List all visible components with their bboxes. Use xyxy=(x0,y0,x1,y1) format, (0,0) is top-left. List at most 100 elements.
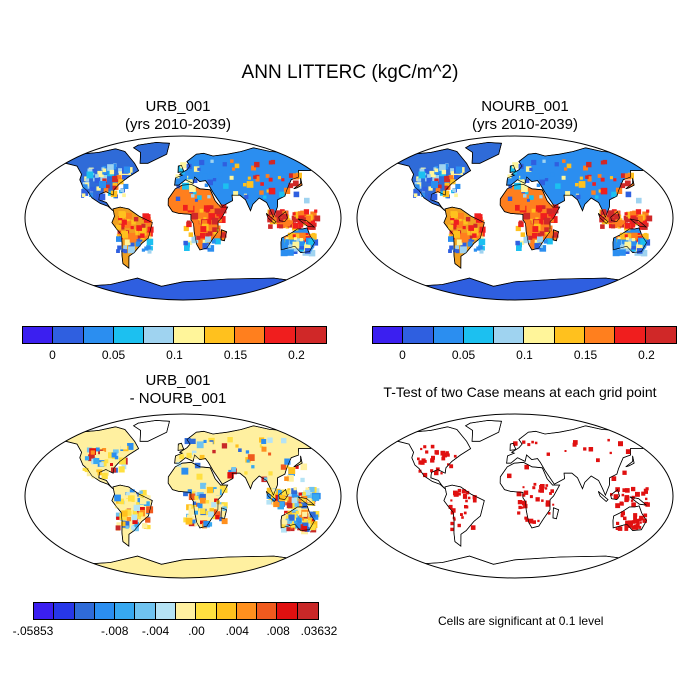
data-cell xyxy=(523,212,531,220)
data-cell xyxy=(98,193,106,201)
data-cell xyxy=(277,502,284,510)
data-cell xyxy=(525,220,531,226)
data-cell xyxy=(279,191,285,197)
data-cell xyxy=(118,466,125,473)
data-cell xyxy=(617,239,623,245)
data-cell xyxy=(102,448,107,452)
colorbar-diff-tick-label: .008 xyxy=(266,624,290,638)
data-cell xyxy=(259,444,264,448)
data-cell xyxy=(90,450,95,455)
data-cell xyxy=(268,471,273,476)
significant-cell xyxy=(532,520,536,524)
significant-cell xyxy=(638,518,642,522)
data-cell xyxy=(281,437,287,444)
data-cell xyxy=(99,462,104,467)
data-cell xyxy=(298,502,303,507)
data-cell xyxy=(434,168,439,173)
coastline-eurasia xyxy=(174,147,320,218)
data-cell xyxy=(191,491,196,496)
data-cell xyxy=(125,212,132,219)
data-cell xyxy=(284,458,291,465)
data-cell xyxy=(219,517,224,522)
data-cell xyxy=(207,244,211,248)
data-cell xyxy=(293,487,297,491)
data-cell xyxy=(136,225,142,231)
significant-cell xyxy=(539,488,544,493)
data-cell xyxy=(211,502,217,508)
data-cell xyxy=(635,244,643,252)
significant-cell xyxy=(463,511,467,515)
data-cell xyxy=(617,225,622,229)
significant-cell xyxy=(628,520,633,526)
data-cell xyxy=(311,215,316,220)
data-cell xyxy=(281,489,289,496)
significant-cell xyxy=(441,456,446,461)
significant-cell xyxy=(421,458,426,463)
significant-cell xyxy=(457,488,461,493)
data-cell xyxy=(609,176,613,180)
data-cell xyxy=(525,166,532,172)
data-cell xyxy=(539,231,545,236)
colorbar-nourb-swatch xyxy=(645,327,676,343)
data-cell xyxy=(209,508,214,513)
data-cell xyxy=(534,243,541,250)
data-cell xyxy=(194,198,198,202)
data-cell xyxy=(292,223,299,229)
landmass-antarctica xyxy=(382,277,648,300)
data-cell xyxy=(553,232,559,238)
data-cell xyxy=(207,231,213,236)
data-cell xyxy=(515,204,521,211)
data-cell xyxy=(271,498,276,502)
data-cell xyxy=(629,211,637,219)
data-cell xyxy=(120,188,124,192)
significant-cell xyxy=(636,522,640,527)
data-cell xyxy=(305,489,311,496)
data-cell xyxy=(453,224,457,228)
significant-cell xyxy=(524,464,529,470)
data-cell xyxy=(121,231,128,238)
landmass-newZealand xyxy=(651,249,665,261)
data-cell xyxy=(532,226,539,232)
data-cell xyxy=(287,249,294,256)
data-cell xyxy=(93,458,100,464)
data-cell xyxy=(280,501,284,506)
data-cell xyxy=(450,171,458,178)
data-cell xyxy=(434,178,439,183)
data-cell xyxy=(452,188,456,192)
colorbar-diff-tick-label: -.05853 xyxy=(12,624,54,638)
data-cell xyxy=(253,175,257,179)
data-cell xyxy=(300,477,305,483)
coastline-antarctica xyxy=(50,277,316,300)
data-cell xyxy=(281,524,286,528)
coastline-southAmerica xyxy=(111,484,153,547)
data-cell xyxy=(564,167,568,171)
data-cell xyxy=(123,166,131,173)
data-cell xyxy=(515,225,521,232)
significant-cell xyxy=(616,521,620,525)
data-cell xyxy=(627,215,632,219)
data-cell xyxy=(626,237,630,241)
significant-cell xyxy=(547,512,551,515)
colorbar-urb xyxy=(22,326,327,344)
data-cell xyxy=(274,449,282,456)
significant-cell xyxy=(451,508,456,513)
colorbar-diff-swatch xyxy=(115,603,136,619)
data-cell xyxy=(544,178,549,182)
colorbar-diff-tick-label: -.008 xyxy=(101,624,129,638)
data-cell xyxy=(631,238,636,242)
data-cell xyxy=(126,516,131,522)
map-border xyxy=(24,413,342,579)
data-cell xyxy=(134,235,140,241)
data-cell xyxy=(424,168,429,173)
data-cell xyxy=(273,488,281,496)
significant-cell xyxy=(525,518,529,522)
data-cell xyxy=(624,234,628,238)
significant-cell xyxy=(644,490,648,494)
data-cell xyxy=(435,188,441,193)
colorbar-nourb-swatch xyxy=(403,327,434,343)
data-cell xyxy=(94,177,100,183)
colorbar-diff-swatch xyxy=(34,603,55,619)
data-cell xyxy=(124,221,132,229)
significant-cell xyxy=(620,511,625,516)
landmass-newZealand xyxy=(651,527,665,539)
